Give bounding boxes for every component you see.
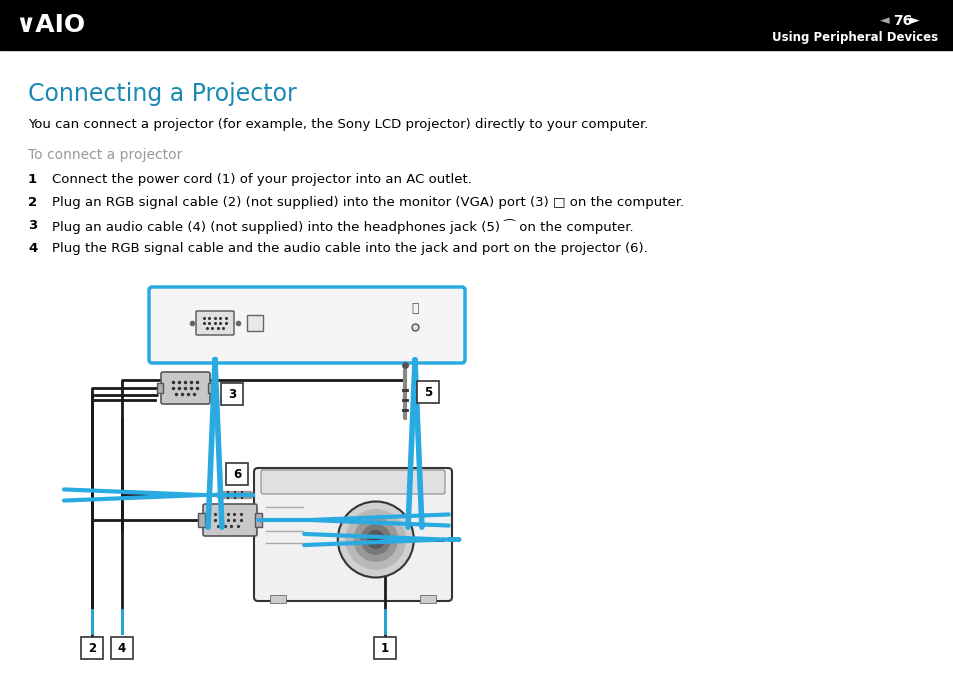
FancyBboxPatch shape: [195, 311, 233, 335]
Bar: [270, 595, 286, 603]
Bar: [254, 513, 262, 527]
Circle shape: [366, 530, 384, 549]
Bar: [247, 315, 263, 331]
Text: Plug an RGB signal cable (2) (not supplied) into the monitor (VGA) port (3) □ on: Plug an RGB signal cable (2) (not suppli…: [52, 196, 683, 209]
Bar: [81, 637, 103, 659]
Text: Using Peripheral Devices: Using Peripheral Devices: [771, 31, 937, 44]
Circle shape: [345, 510, 405, 570]
Circle shape: [360, 524, 391, 555]
FancyBboxPatch shape: [261, 470, 444, 494]
Text: To connect a projector: To connect a projector: [28, 148, 182, 162]
Bar: [226, 463, 248, 485]
Bar: [111, 637, 132, 659]
Text: 3: 3: [28, 219, 37, 232]
Text: 6: 6: [233, 468, 241, 481]
Text: 2: 2: [88, 642, 96, 655]
Text: ◄: ◄: [879, 15, 889, 28]
Bar: [198, 513, 205, 527]
Text: Connect the power cord (1) of your projector into an AC outlet.: Connect the power cord (1) of your proje…: [52, 173, 472, 186]
Circle shape: [337, 501, 414, 578]
Text: ►: ►: [909, 15, 919, 28]
Circle shape: [354, 518, 397, 561]
Bar: [208, 383, 213, 393]
Bar: [221, 383, 243, 405]
Text: 4: 4: [28, 242, 37, 255]
Circle shape: [372, 536, 379, 543]
Bar: [0, 0, 953, 50]
FancyBboxPatch shape: [203, 504, 256, 536]
Text: You can connect a projector (for example, the Sony LCD projector) directly to yo: You can connect a projector (for example…: [28, 118, 648, 131]
Text: ∨AIO: ∨AIO: [15, 13, 85, 37]
Text: 5: 5: [423, 386, 432, 399]
FancyBboxPatch shape: [161, 372, 210, 404]
Bar: [374, 637, 395, 659]
Text: 76: 76: [892, 14, 911, 28]
Text: ⌒: ⌒: [411, 302, 418, 315]
Bar: [416, 381, 438, 403]
Bar: [419, 595, 436, 603]
FancyBboxPatch shape: [149, 287, 464, 363]
Text: 3: 3: [228, 388, 235, 401]
FancyBboxPatch shape: [253, 468, 452, 601]
Text: 2: 2: [28, 196, 37, 209]
Text: Plug the RGB signal cable and the audio cable into the jack and port on the proj: Plug the RGB signal cable and the audio …: [52, 242, 647, 255]
Text: 1: 1: [28, 173, 37, 186]
Text: Plug an audio cable (4) (not supplied) into the headphones jack (5) ⁀ on the com: Plug an audio cable (4) (not supplied) i…: [52, 219, 633, 234]
Text: 4: 4: [118, 642, 126, 655]
Text: Connecting a Projector: Connecting a Projector: [28, 82, 296, 106]
Text: 1: 1: [380, 642, 389, 655]
Bar: [157, 383, 163, 393]
